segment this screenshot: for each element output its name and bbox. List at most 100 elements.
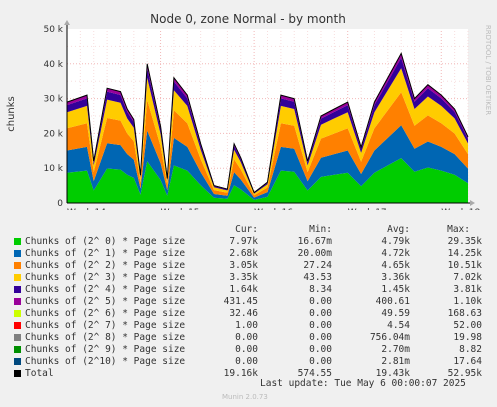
legend-series-name: Chunks of (2^ 5) * Page size [25, 296, 186, 307]
legend-value-cur: 32.46 [229, 308, 258, 319]
y-tick-label: 0 [57, 199, 63, 209]
legend-value-cur: 1.00 [235, 320, 258, 331]
y-tick-label: 50 k [43, 25, 63, 35]
x-tick-label: Week 15 [161, 208, 200, 210]
legend-value-avg: 4.79k [381, 236, 410, 247]
legend-value-max: 7.02k [453, 272, 482, 283]
legend-swatch [14, 358, 21, 365]
legend-value-max: 1.10k [453, 296, 482, 307]
legend-value-cur: 3.35k [229, 272, 258, 283]
legend-value-avg: 756.04m [369, 332, 410, 343]
legend-series-name: Chunks of (2^10) * Page size [25, 356, 186, 367]
legend-value-cur: 0.00 [235, 356, 258, 367]
legend-header-avg: Avg: [387, 224, 410, 235]
legend-value-avg: 49.59 [381, 308, 410, 319]
legend-value-min: 0.00 [309, 332, 332, 343]
legend-value-min: 0.00 [309, 308, 332, 319]
legend-value-max: 17.64 [453, 356, 482, 367]
legend-value-min: 0.00 [309, 344, 332, 355]
x-tick-labels: Week 14 Week 15 Week 16 Week 17 Week 18 [67, 208, 481, 210]
legend-value-max: 14.25k [447, 248, 482, 259]
munin-version: Munin 2.0.73 [222, 393, 268, 401]
legend-value-max: 3.81k [453, 284, 482, 295]
legend-value-avg: 1.45k [381, 284, 410, 295]
legend-swatch [14, 286, 21, 293]
legend-swatch [14, 298, 21, 305]
legend-value-cur: 431.45 [223, 296, 258, 307]
x-tick-label: Week 16 [254, 208, 293, 210]
y-axis-label: chunks [6, 96, 17, 132]
legend-value-min: 0.00 [309, 356, 332, 367]
legend-value-avg: 400.61 [375, 296, 410, 307]
legend-series-name: Chunks of (2^ 2) * Page size [25, 260, 186, 271]
legend-value-avg: 2.81m [381, 356, 410, 367]
legend-value-cur: 1.64k [229, 284, 258, 295]
y-tick-label: 10 k [43, 164, 63, 174]
legend-value-min: 8.34 [309, 284, 332, 295]
legend-swatch [14, 238, 21, 245]
legend-value-min: 20.00m [297, 248, 332, 259]
total-line [66, 52, 469, 194]
y-tick-label: 20 k [43, 129, 63, 139]
legend-value-min: 0.00 [309, 296, 332, 307]
legend-swatch [14, 370, 21, 377]
last-update: Last update: Tue May 6 00:00:07 2025 [260, 378, 466, 389]
stacked-areas [66, 52, 469, 203]
legend-value-cur: 19.16k [223, 368, 258, 379]
legend-value-avg: 2.70m [381, 344, 410, 355]
legend-series-name: Chunks of (2^ 4) * Page size [25, 284, 186, 295]
side-watermark: RRDTOOL / TOBI OETIKER [484, 25, 492, 115]
y-tick-label: 40 k [43, 60, 63, 70]
legend-value-avg: 3.36k [381, 272, 410, 283]
legend-value-max: 8.82 [459, 344, 482, 355]
y-tick-labels: 0 10 k 20 k 30 k 40 k 50 k [43, 25, 63, 209]
legend-value-cur: 3.05k [229, 260, 258, 271]
legend-series-name: Chunks of (2^ 8) * Page size [25, 332, 186, 343]
chart: Node 0, zone Normal - by month chunks RR… [6, 12, 492, 210]
area-series-0 [67, 158, 468, 203]
legend-swatch [14, 346, 21, 353]
legend-swatch [14, 274, 21, 281]
legend-value-max: 29.35k [447, 236, 482, 247]
legend-value-min: 16.67m [297, 236, 332, 247]
legend-value-cur: 7.97k [229, 236, 258, 247]
legend-value-avg: 4.65k [381, 260, 410, 271]
legend-header-min: Min: [309, 224, 332, 235]
legend-swatch [14, 334, 21, 341]
legend-value-min: 574.55 [297, 368, 332, 379]
legend-series-name: Chunks of (2^ 7) * Page size [25, 320, 186, 331]
chart-title: Node 0, zone Normal - by month [150, 12, 346, 26]
legend-value-cur: 2.68k [229, 248, 258, 259]
legend-value-max: 19.98 [453, 332, 482, 343]
legend-value-min: 43.53 [303, 272, 332, 283]
legend-value-avg: 4.72k [381, 248, 410, 259]
x-tick-label: Week 18 [441, 208, 480, 210]
legend-series-name: Total [25, 368, 54, 379]
legend-swatch [14, 262, 21, 269]
legend-value-max: 52.95k [447, 368, 482, 379]
legend-value-min: 0.00 [309, 320, 332, 331]
x-tick-label: Week 17 [348, 208, 387, 210]
legend-header-cur: Cur: [235, 224, 258, 235]
legend-series-name: Chunks of (2^ 3) * Page size [25, 272, 186, 283]
legend-value-cur: 0.00 [235, 332, 258, 343]
legend-series-name: Chunks of (2^ 1) * Page size [25, 248, 186, 259]
legend-series-name: Chunks of (2^ 0) * Page size [25, 236, 186, 247]
legend-header-max: Max: [447, 224, 470, 235]
legend-value-avg: 4.54 [387, 320, 410, 331]
area-series-1 [67, 125, 468, 200]
legend-value-max: 10.51k [447, 260, 482, 271]
x-tick-label: Week 14 [67, 208, 106, 210]
legend-series-name: Chunks of (2^ 6) * Page size [25, 308, 186, 319]
legend-value-max: 52.00 [453, 320, 482, 331]
legend-value-max: 168.63 [447, 308, 482, 319]
legend-swatch [14, 322, 21, 329]
legend-swatch [14, 310, 21, 317]
legend-swatch [14, 250, 21, 257]
axes [64, 20, 475, 206]
legend-series-name: Chunks of (2^ 9) * Page size [25, 344, 186, 355]
legend-value-cur: 0.00 [235, 344, 258, 355]
legend-value-avg: 19.43k [375, 368, 410, 379]
y-tick-label: 30 k [43, 95, 63, 105]
legend-value-min: 27.24 [303, 260, 332, 271]
